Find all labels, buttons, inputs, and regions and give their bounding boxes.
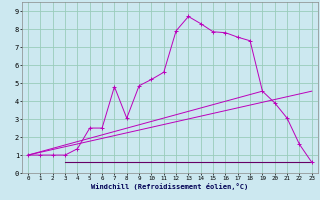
X-axis label: Windchill (Refroidissement éolien,°C): Windchill (Refroidissement éolien,°C) (91, 183, 249, 190)
